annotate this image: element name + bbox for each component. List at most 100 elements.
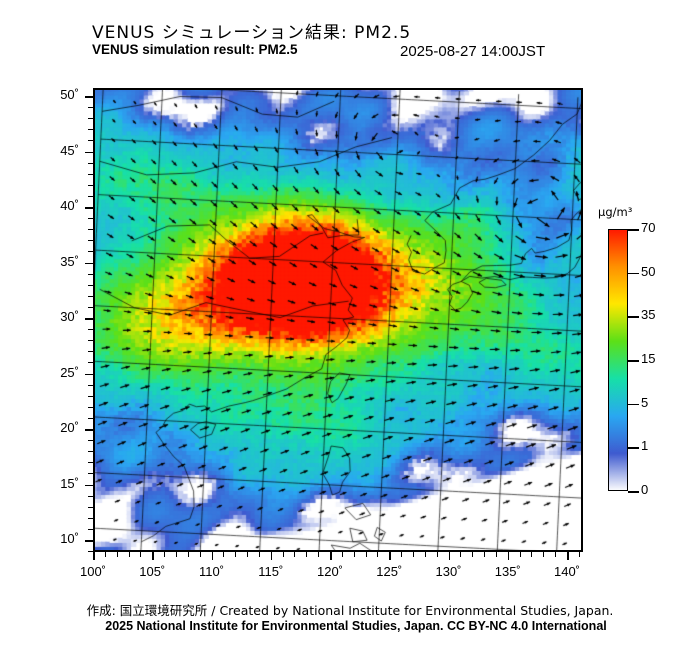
y-axis-minor-tick xyxy=(88,329,93,331)
x-axis-major-tick xyxy=(270,552,273,560)
x-axis-minor-tick xyxy=(460,552,462,557)
y-axis-major-tick xyxy=(85,540,93,542)
x-axis-minor-tick xyxy=(472,552,474,557)
y-axis-minor-tick xyxy=(88,473,93,475)
y-axis-label: 15˚ xyxy=(60,475,79,491)
y-axis-major-tick xyxy=(85,96,93,98)
x-axis-minor-tick xyxy=(306,552,308,557)
colorbar-tick xyxy=(628,403,639,406)
colorbar-tick-label: 5 xyxy=(641,394,649,410)
y-axis-minor-tick xyxy=(88,218,93,220)
y-axis-label: 10˚ xyxy=(60,531,79,546)
y-axis-minor-tick xyxy=(88,495,93,497)
y-axis-minor-tick xyxy=(88,251,93,253)
x-axis-minor-tick xyxy=(318,552,320,557)
colorbar-tick-label: 50 xyxy=(641,263,656,279)
y-axis-minor-tick xyxy=(88,451,93,453)
x-axis-major-tick xyxy=(330,552,332,560)
x-axis-minor-tick xyxy=(175,552,177,557)
y-axis-label: 40˚ xyxy=(60,198,79,213)
y-axis-major-tick xyxy=(85,429,93,431)
y-axis-minor-tick xyxy=(88,118,93,120)
colorbar xyxy=(608,229,628,491)
y-axis-minor-tick xyxy=(88,551,93,553)
x-axis-minor-tick xyxy=(104,552,106,557)
colorbar-border xyxy=(608,229,628,491)
x-axis-label: 135˚ xyxy=(494,564,521,579)
y-axis-minor-tick xyxy=(88,351,93,353)
y-axis-major-tick xyxy=(85,373,93,375)
colorbar-tick-label: 0 xyxy=(641,482,649,497)
x-axis-major-tick xyxy=(93,552,95,560)
x-axis-minor-tick xyxy=(140,552,142,557)
colorbar-tick-label: 15 xyxy=(641,351,656,366)
y-axis-label: 45˚ xyxy=(60,142,79,158)
colorbar-tick-label: 70 xyxy=(641,220,656,235)
x-axis-minor-tick xyxy=(247,552,249,557)
credit-line-license: 2025 National Institute for Environmenta… xyxy=(0,619,700,633)
x-axis-minor-tick xyxy=(187,552,189,557)
x-axis-minor-tick xyxy=(495,552,497,557)
y-axis-minor-tick xyxy=(88,273,93,275)
colorbar-tick xyxy=(628,272,639,275)
y-axis-major-tick xyxy=(85,207,93,209)
x-axis-minor-tick xyxy=(282,552,284,557)
x-axis-minor-tick xyxy=(365,552,367,557)
y-axis-minor-tick xyxy=(88,195,93,197)
pm25-concentration-map xyxy=(93,88,583,552)
x-axis-minor-tick xyxy=(484,552,486,557)
x-axis-minor-tick xyxy=(543,552,545,557)
y-axis-minor-tick xyxy=(88,340,93,342)
x-axis-minor-tick xyxy=(555,552,557,557)
colorbar-unit-label: µg/m³ xyxy=(598,205,633,219)
y-axis-minor-tick xyxy=(88,295,93,297)
x-axis-minor-tick xyxy=(401,552,403,557)
y-axis-minor-tick xyxy=(88,395,93,397)
y-axis-minor-tick xyxy=(88,528,93,530)
page-title-japanese: VENUS シミュレーション結果: PM2.5 xyxy=(92,23,412,43)
y-axis-minor-tick xyxy=(88,240,93,242)
x-axis-minor-tick xyxy=(235,552,237,557)
x-axis-minor-tick xyxy=(164,552,166,557)
y-axis-minor-tick xyxy=(88,462,93,464)
y-axis-minor-tick xyxy=(88,406,93,408)
x-axis-minor-tick xyxy=(116,552,118,557)
y-axis-label: 25˚ xyxy=(60,364,79,380)
x-axis-major-tick xyxy=(507,552,510,560)
y-axis-label: 30˚ xyxy=(60,309,79,324)
x-axis-minor-tick xyxy=(531,552,533,557)
y-axis-minor-tick xyxy=(88,506,93,508)
map-plot-area xyxy=(93,88,583,552)
x-axis-major-tick xyxy=(567,552,569,560)
y-axis-minor-tick xyxy=(88,107,93,109)
colorbar-tick xyxy=(628,447,639,449)
y-axis-minor-tick xyxy=(88,517,93,519)
y-axis-major-tick xyxy=(85,151,93,153)
x-axis-minor-tick xyxy=(436,552,438,557)
y-axis-label: 20˚ xyxy=(60,420,79,435)
x-axis-label: 120˚ xyxy=(316,564,344,579)
x-axis-minor-tick xyxy=(377,552,379,557)
x-axis-minor-tick xyxy=(223,552,225,557)
y-axis-minor-tick xyxy=(88,362,93,364)
timestamp-label: 2025-08-27 14:00JST xyxy=(400,43,546,60)
y-axis-minor-tick xyxy=(88,173,93,175)
y-axis-minor-tick xyxy=(88,140,93,142)
y-axis-major-tick xyxy=(85,262,93,264)
colorbar-gradient xyxy=(608,229,628,491)
y-axis-minor-tick xyxy=(88,129,93,131)
x-axis-label: 125˚ xyxy=(376,564,403,579)
colorbar-tick-label: 35 xyxy=(641,307,656,323)
colorbar-tick xyxy=(628,316,639,318)
x-axis-minor-tick xyxy=(294,552,296,557)
colorbar-tick xyxy=(628,360,639,362)
y-axis-label: 50˚ xyxy=(60,87,79,102)
y-axis-minor-tick xyxy=(88,162,93,164)
x-axis-minor-tick xyxy=(258,552,260,557)
credit-line-japanese: 作成: 国立環境研究所 / Created by National Instit… xyxy=(86,603,614,618)
y-axis-minor-tick xyxy=(88,184,93,186)
x-axis-label: 130˚ xyxy=(435,564,462,579)
colorbar-tick xyxy=(628,491,639,493)
y-axis-minor-tick xyxy=(88,384,93,386)
